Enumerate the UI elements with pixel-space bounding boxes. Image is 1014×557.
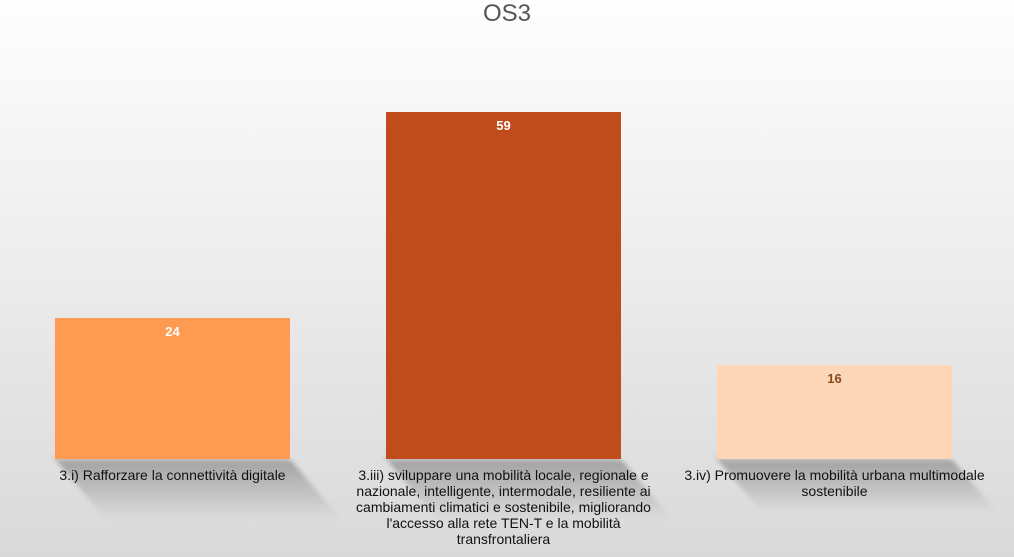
bar-3i: 24 — [55, 318, 290, 459]
bar-3iv-value: 16 — [717, 371, 952, 386]
bar-3iii-axis-label: 3.iii) sviluppare una mobilità locale, r… — [338, 467, 669, 547]
bar-3iii: 59 — [386, 112, 621, 459]
bar-3iv-axis-label: 3.iv) Promuovere la mobilità urbana mult… — [669, 467, 1000, 499]
chart-title: OS3 — [0, 0, 1014, 28]
bar-3i-axis-label: 3.i) Rafforzare la connettività digitale — [7, 467, 338, 483]
bar-3i-value: 24 — [55, 324, 290, 339]
chart-stage: OS3 24 3.i) Rafforzare la connettività di… — [0, 0, 1014, 557]
bar-3iii-value: 59 — [386, 118, 621, 133]
bar-3iv: 16 — [717, 365, 952, 459]
